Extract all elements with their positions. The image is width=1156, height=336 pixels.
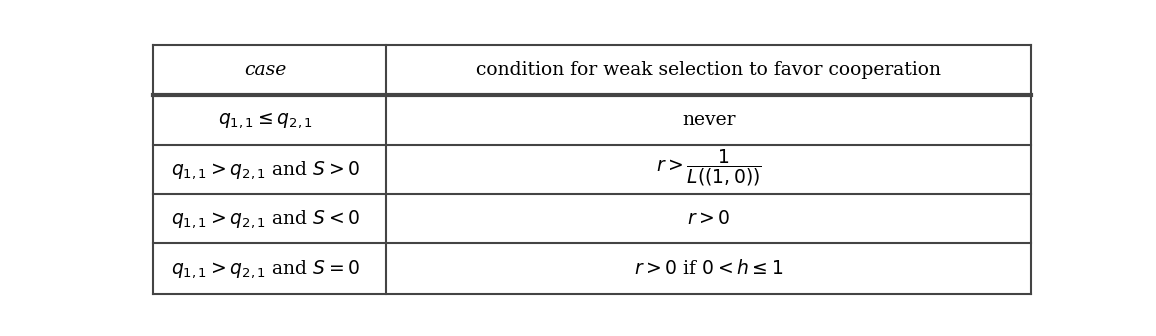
Text: $r > \dfrac{1}{L((1,0))}$: $r > \dfrac{1}{L((1,0))}$ (655, 146, 762, 187)
Text: never: never (682, 111, 735, 129)
Text: case: case (244, 61, 287, 79)
Text: $q_{1,1} > q_{2,1}$ and $S = 0$: $q_{1,1} > q_{2,1}$ and $S = 0$ (171, 258, 361, 280)
Text: $q_{1,1} > q_{2,1}$ and $S > 0$: $q_{1,1} > q_{2,1}$ and $S > 0$ (171, 159, 361, 181)
Text: $r > 0$ if $0 < h \leq 1$: $r > 0$ if $0 < h \leq 1$ (635, 259, 784, 278)
Text: condition for weak selection to favor cooperation: condition for weak selection to favor co… (476, 61, 941, 79)
Text: $q_{1,1} > q_{2,1}$ and $S < 0$: $q_{1,1} > q_{2,1}$ and $S < 0$ (171, 208, 361, 230)
Text: $q_{1,1} \leq q_{2,1}$: $q_{1,1} \leq q_{2,1}$ (218, 110, 313, 130)
Text: $r > 0$: $r > 0$ (687, 210, 731, 228)
